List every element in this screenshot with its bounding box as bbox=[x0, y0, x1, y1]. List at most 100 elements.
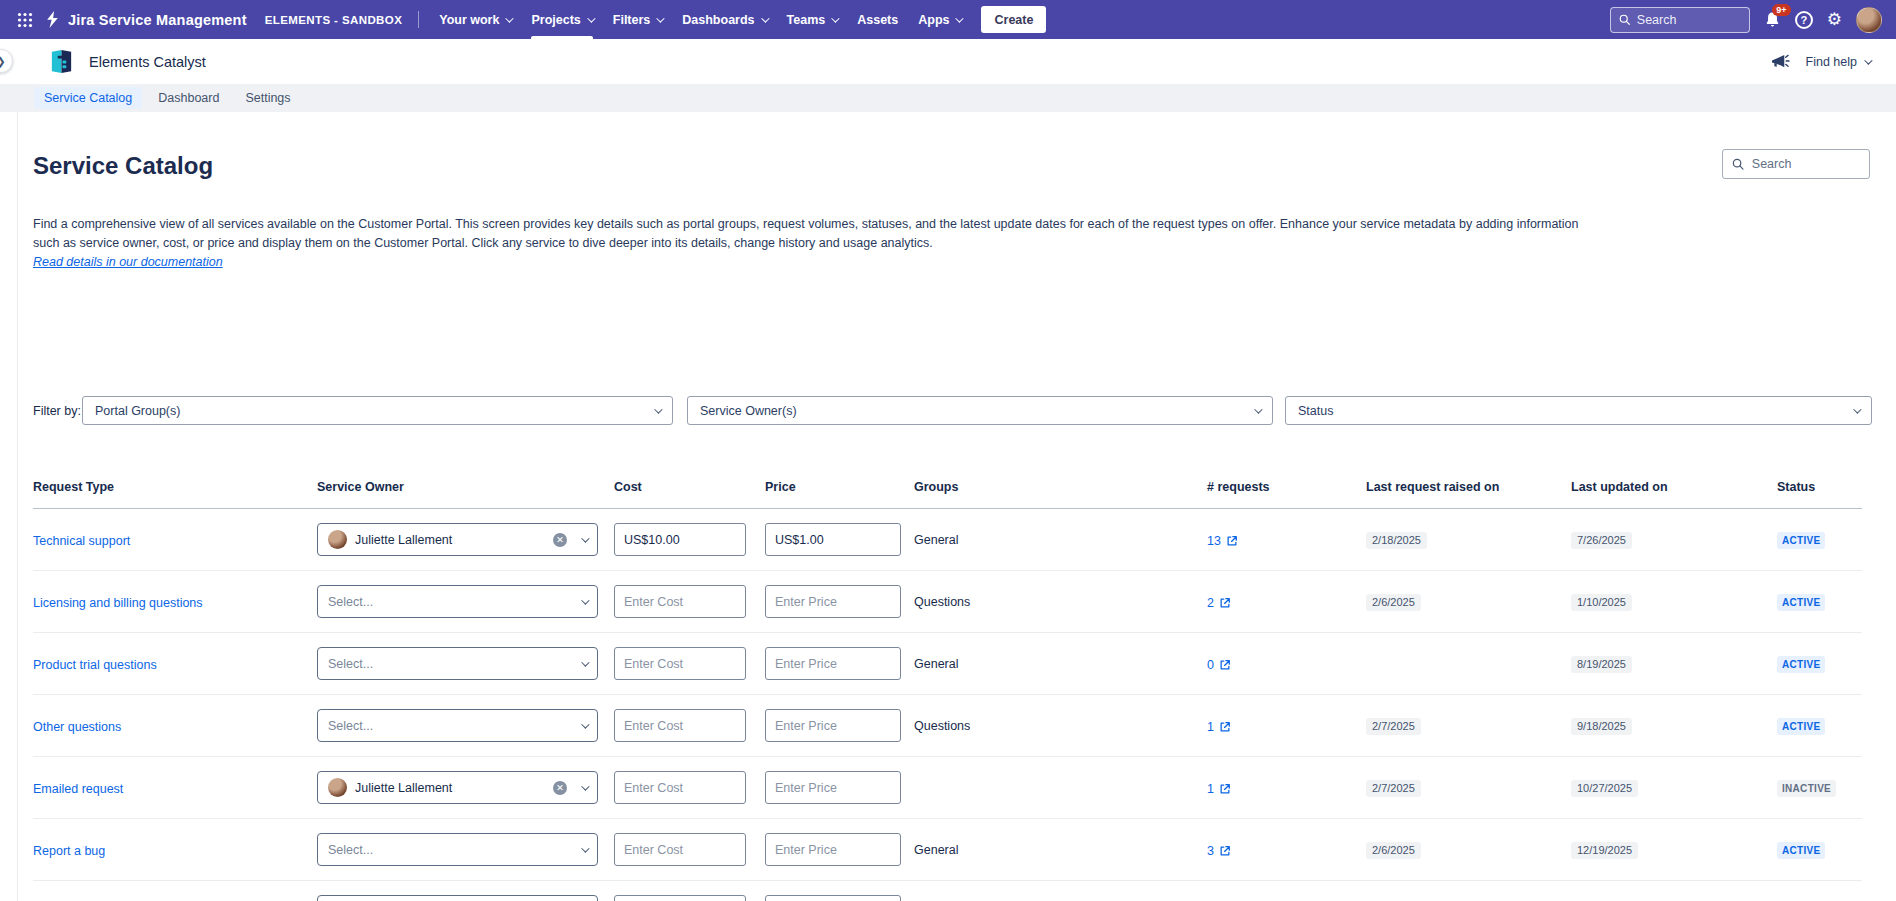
last-updated-date-badge: 12/19/2025 bbox=[1571, 842, 1638, 859]
chevron-down-icon bbox=[506, 14, 514, 22]
sidebar-expand-button[interactable]: ❯ bbox=[0, 49, 13, 73]
description-line-2: such as service owner, cost, or price an… bbox=[33, 234, 1579, 253]
tab-service-catalog[interactable]: Service Catalog bbox=[34, 87, 142, 109]
tab-dashboard[interactable]: Dashboard bbox=[148, 87, 229, 109]
table-row: Other questions Select... Questions 1 2/… bbox=[33, 695, 1862, 757]
cost-input[interactable] bbox=[614, 833, 746, 866]
user-avatar[interactable] bbox=[1856, 7, 1882, 33]
price-input[interactable] bbox=[765, 585, 901, 618]
top-navigation-bar: Jira Service Management ELEMENTS - SANDB… bbox=[0, 0, 1896, 39]
nav-item-dashboards[interactable]: Dashboards bbox=[672, 0, 776, 39]
status-badge: ACTIVE bbox=[1777, 842, 1825, 859]
price-input[interactable] bbox=[765, 833, 901, 866]
owner-avatar bbox=[328, 778, 347, 797]
project-label: ELEMENTS - SANDBOX bbox=[265, 14, 403, 26]
notifications-button[interactable]: 9+ bbox=[1764, 11, 1781, 28]
clear-owner-icon[interactable]: ✕ bbox=[553, 781, 567, 795]
app-switcher-icon[interactable] bbox=[10, 5, 40, 35]
cost-input[interactable] bbox=[614, 585, 746, 618]
panel-left-divider bbox=[17, 112, 18, 901]
clear-owner-icon[interactable]: ✕ bbox=[553, 533, 567, 547]
documentation-link[interactable]: Read details in our documentation bbox=[33, 253, 223, 272]
price-input[interactable] bbox=[765, 771, 901, 804]
global-search-input[interactable] bbox=[1637, 13, 1741, 27]
table-row: Product trial questions Select... Genera… bbox=[33, 633, 1862, 695]
service-owner-select[interactable]: Select... bbox=[317, 647, 598, 680]
last-request-date-badge: 2/7/2025 bbox=[1366, 718, 1421, 735]
nav-item-projects[interactable]: Projects bbox=[521, 0, 602, 39]
status-badge: INACTIVE bbox=[1777, 780, 1836, 797]
last-updated-date-badge: 10/27/2025 bbox=[1571, 780, 1638, 797]
last-request-date-badge: 2/6/2025 bbox=[1366, 842, 1421, 859]
owner-avatar bbox=[328, 530, 347, 549]
chevron-down-icon bbox=[581, 720, 589, 728]
requests-link[interactable]: 2 bbox=[1207, 596, 1231, 610]
app-header: ❯ Elements Catalyst Find help bbox=[0, 39, 1896, 84]
request-type-link[interactable]: Technical support bbox=[33, 534, 130, 548]
nav-item-filters[interactable]: Filters bbox=[603, 0, 673, 39]
service-owner-select[interactable]: Select... bbox=[317, 585, 598, 618]
price-input[interactable] bbox=[765, 709, 901, 742]
last-request-date-badge: 2/7/2025 bbox=[1366, 780, 1421, 797]
request-type-link[interactable]: Report a bug bbox=[33, 844, 105, 858]
global-search[interactable] bbox=[1610, 7, 1750, 33]
cost-input[interactable] bbox=[614, 771, 746, 804]
groups-value: Questions bbox=[914, 719, 1207, 733]
app-tab-bar: Service Catalog Dashboard Settings bbox=[0, 84, 1896, 112]
last-updated-date-badge: 1/10/2025 bbox=[1571, 594, 1632, 611]
cost-input[interactable] bbox=[614, 895, 746, 901]
requests-link[interactable]: 0 bbox=[1207, 658, 1231, 672]
external-link-icon bbox=[1219, 721, 1231, 733]
requests-link[interactable]: 3 bbox=[1207, 844, 1231, 858]
catalog-search-input[interactable] bbox=[1752, 157, 1860, 171]
external-link-icon bbox=[1226, 535, 1238, 547]
chevron-down-icon bbox=[581, 658, 589, 666]
help-button[interactable]: ? bbox=[1795, 11, 1813, 29]
table-row: Report a bug Select... General 3 2/6/202… bbox=[33, 819, 1862, 881]
megaphone-icon[interactable] bbox=[1771, 53, 1790, 70]
request-type-link[interactable]: Other questions bbox=[33, 720, 121, 734]
tab-settings[interactable]: Settings bbox=[235, 87, 300, 109]
requests-link[interactable]: 1 bbox=[1207, 782, 1231, 796]
requests-link[interactable]: 13 bbox=[1207, 534, 1238, 548]
search-icon bbox=[1732, 157, 1744, 171]
jsm-logo-icon bbox=[44, 11, 61, 28]
page-description: Find a comprehensive view of all service… bbox=[33, 215, 1579, 272]
service-owner-filter[interactable]: Service Owner(s) bbox=[687, 396, 1273, 425]
chevron-down-icon bbox=[581, 782, 589, 790]
catalog-search[interactable] bbox=[1722, 149, 1870, 179]
cost-input[interactable] bbox=[614, 709, 746, 742]
grid-icon bbox=[17, 12, 33, 28]
request-type-link[interactable]: Licensing and billing questions bbox=[33, 596, 203, 610]
chevron-down-icon bbox=[654, 405, 662, 413]
service-owner-select[interactable]: Select... bbox=[317, 833, 598, 866]
create-button[interactable]: Create bbox=[981, 6, 1046, 33]
cost-input[interactable] bbox=[614, 647, 746, 680]
nav-item-apps[interactable]: Apps bbox=[908, 0, 971, 39]
service-owner-select[interactable]: Juliette Lallement ✕ bbox=[317, 523, 598, 556]
jira-home-link[interactable]: Jira Service Management bbox=[44, 11, 247, 28]
price-input[interactable] bbox=[765, 895, 901, 901]
portal-group-filter[interactable]: Portal Group(s) bbox=[82, 396, 673, 425]
last-updated-date-badge: 8/19/2025 bbox=[1571, 656, 1632, 673]
status-badge: ACTIVE bbox=[1777, 656, 1825, 673]
nav-item-teams[interactable]: Teams bbox=[777, 0, 848, 39]
service-owner-select[interactable]: Select... bbox=[317, 895, 598, 901]
nav-item-your-work[interactable]: Your work bbox=[429, 0, 521, 39]
requests-link[interactable]: 1 bbox=[1207, 720, 1231, 734]
service-owner-select[interactable]: Juliette Lallement ✕ bbox=[317, 771, 598, 804]
price-input[interactable] bbox=[765, 523, 901, 556]
find-help-menu[interactable]: Find help bbox=[1806, 55, 1870, 69]
nav-item-assets[interactable]: Assets bbox=[847, 0, 908, 39]
nav-divider bbox=[418, 11, 419, 28]
request-type-link[interactable]: Product trial questions bbox=[33, 658, 157, 672]
description-line-1: Find a comprehensive view of all service… bbox=[33, 215, 1579, 234]
col-last-request: Last request raised on bbox=[1366, 480, 1571, 494]
settings-button[interactable]: ⚙ bbox=[1827, 11, 1842, 29]
cost-input[interactable] bbox=[614, 523, 746, 556]
price-input[interactable] bbox=[765, 647, 901, 680]
chevron-down-icon bbox=[656, 14, 664, 22]
status-filter[interactable]: Status bbox=[1285, 396, 1872, 425]
service-owner-select[interactable]: Select... bbox=[317, 709, 598, 742]
request-type-link[interactable]: Emailed request bbox=[33, 782, 123, 796]
